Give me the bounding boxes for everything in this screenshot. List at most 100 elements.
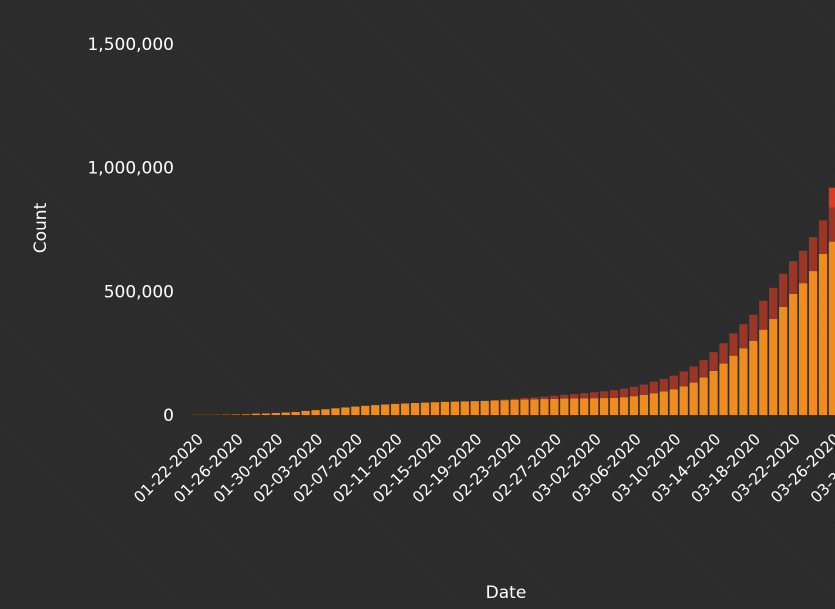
bars-layer <box>192 169 835 415</box>
y-axis-label: Count <box>31 202 51 253</box>
bar-segment <box>719 364 727 415</box>
bar-segment <box>491 401 499 415</box>
bar-segment <box>411 403 419 415</box>
bar-segment <box>809 271 817 415</box>
y-tick-label: 0 <box>163 406 174 426</box>
bar-segment <box>769 319 777 415</box>
bar-segment <box>560 395 568 399</box>
bar-segment <box>441 402 449 415</box>
bar-segment <box>650 382 658 394</box>
bar-segment <box>301 411 309 415</box>
bar-segment <box>749 341 757 415</box>
bar-segment <box>540 399 548 415</box>
bar-segment <box>680 371 688 386</box>
y-tick-label: 1,000,000 <box>87 159 174 179</box>
bar-segment <box>520 400 528 415</box>
bar-segment <box>670 389 678 415</box>
bar-segment <box>550 396 558 399</box>
bar-segment <box>610 390 618 398</box>
bar-segment <box>500 400 508 415</box>
bar-segment <box>779 274 787 307</box>
bar-segment <box>789 261 797 294</box>
bar-segment <box>829 207 835 241</box>
bar-segment <box>500 399 508 400</box>
bar-segment <box>510 399 518 400</box>
bar-segment <box>471 401 479 415</box>
bar-segment <box>739 348 747 415</box>
bar-segment <box>282 413 290 415</box>
bar-segment <box>510 400 518 415</box>
bar-segment <box>331 408 339 415</box>
bar-segment <box>381 404 389 415</box>
bar-segment <box>690 383 698 415</box>
bar-segment <box>341 407 349 415</box>
bar-segment <box>620 389 628 398</box>
bar-segment <box>560 399 568 415</box>
bar-segment <box>232 414 240 415</box>
bar-segment <box>719 343 727 363</box>
bar-segment <box>391 404 399 415</box>
bar-segment <box>640 395 648 415</box>
bar-segment <box>699 360 707 377</box>
y-tick-label: 500,000 <box>104 282 174 302</box>
bar-segment <box>580 393 588 398</box>
bar-segment <box>819 254 827 415</box>
bar-segment <box>829 242 835 415</box>
bar-segment <box>650 393 658 415</box>
bar-segment <box>451 402 459 415</box>
x-axis-ticks: 01-22-202001-26-202001-30-202002-03-2020… <box>131 430 835 506</box>
bar-segment <box>829 188 835 208</box>
bar-segment <box>660 392 668 416</box>
bar-segment <box>779 307 787 415</box>
y-axis-ticks: 0 500,000 1,000,000 1,500,000 <box>87 35 174 426</box>
bar-segment <box>371 405 379 415</box>
bar-segment <box>600 391 608 398</box>
bar-segment <box>799 283 807 415</box>
bar-segment <box>351 407 359 415</box>
bar-segment <box>630 387 638 396</box>
bar-segment <box>272 413 280 415</box>
bar-segment <box>321 409 329 415</box>
bar-segment <box>680 386 688 415</box>
bar-segment <box>461 401 469 415</box>
bar-segment <box>570 398 578 415</box>
bar-segment <box>769 288 777 319</box>
bar-segment <box>292 412 300 415</box>
bar-segment <box>242 414 250 415</box>
bar-segment <box>660 379 668 392</box>
bar-segment <box>709 371 717 415</box>
bar-segment <box>311 410 319 415</box>
bar-segment <box>600 398 608 415</box>
bar-segment <box>431 402 439 415</box>
bar-segment <box>759 330 767 415</box>
bar-segment <box>819 220 827 254</box>
bar-segment <box>590 398 598 415</box>
bar-segment <box>520 398 528 399</box>
bar-segment <box>749 315 757 341</box>
bar-segment <box>739 324 747 348</box>
bar-segment <box>729 333 737 355</box>
bar-segment <box>709 352 717 371</box>
bar-segment <box>690 367 698 383</box>
bar-segment <box>590 392 598 398</box>
bar-segment <box>252 414 260 415</box>
bar-segment <box>421 403 429 415</box>
bar-segment <box>809 237 817 271</box>
bar-segment <box>530 397 538 399</box>
bar-segment <box>610 398 618 415</box>
bar-segment <box>759 301 767 330</box>
bar-segment <box>580 398 588 415</box>
bar-segment <box>550 399 558 415</box>
bar-segment <box>729 356 737 415</box>
x-axis-label: Date <box>486 583 527 603</box>
bar-segment <box>570 394 578 398</box>
bar-segment <box>481 401 489 415</box>
bar-segment <box>530 399 538 415</box>
y-tick-label: 1,500,000 <box>87 35 174 55</box>
bar-segment <box>799 251 807 283</box>
bar-segment <box>262 413 270 415</box>
bar-segment <box>699 377 707 415</box>
bar-segment <box>630 396 638 415</box>
bar-segment <box>620 397 628 415</box>
